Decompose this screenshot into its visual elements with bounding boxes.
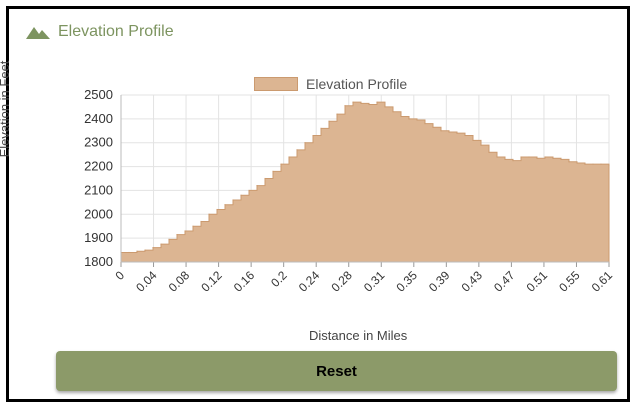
data-point	[168, 238, 170, 240]
panel-title: Elevation Profile	[58, 23, 174, 40]
data-point	[368, 103, 370, 106]
legend-swatch	[254, 77, 298, 91]
data-point	[568, 161, 570, 163]
data-point	[376, 101, 378, 103]
elevation-profile-panel: Elevation Profile Elevation Profile Elev…	[0, 6, 630, 402]
data-point	[560, 158, 562, 161]
data-point	[280, 163, 282, 165]
data-point	[456, 132, 458, 134]
data-point	[432, 126, 434, 128]
data-point	[480, 144, 482, 146]
data-point	[592, 163, 594, 165]
y-tick-label: 1900	[84, 230, 113, 245]
data-point	[152, 247, 154, 249]
data-point	[552, 157, 554, 159]
data-point	[312, 134, 314, 137]
data-point	[200, 220, 202, 223]
y-tick-label: 2400	[84, 111, 113, 126]
elevation-chart[interactable]: 1800 1900 2000 2100 2200 2300 2400 2500 0 0.04 0.0…	[9, 9, 629, 339]
data-point	[400, 115, 402, 118]
y-tick-label: 2500	[84, 87, 113, 102]
data-point	[384, 106, 386, 108]
x-tick-label: 0.28	[328, 268, 355, 295]
data-point	[448, 131, 450, 133]
data-point	[488, 151, 490, 153]
x-tick-label: 0.12	[198, 268, 225, 295]
x-tick-label: 0.31	[361, 268, 388, 295]
data-point	[528, 156, 530, 158]
data-point	[256, 185, 258, 187]
data-point	[360, 102, 362, 104]
panel-header: Elevation Profile	[26, 23, 174, 41]
x-tick-label: 0.04	[133, 268, 160, 295]
data-point	[272, 170, 274, 172]
x-tick-label: 0.55	[556, 268, 583, 295]
x-tick-label: 0.16	[231, 268, 258, 295]
x-tick-label: 0	[112, 268, 127, 283]
data-point	[608, 164, 610, 166]
mountain-icon	[26, 27, 50, 39]
data-point	[144, 249, 146, 251]
data-point	[416, 119, 418, 121]
x-tick-label: 0.51	[524, 268, 551, 295]
elevation-area	[120, 101, 610, 263]
data-point	[176, 233, 178, 236]
data-point	[208, 213, 210, 215]
x-tick-label: 0.43	[459, 268, 486, 295]
data-point	[328, 120, 330, 122]
data-point	[600, 163, 602, 165]
data-point	[536, 157, 538, 159]
data-point	[128, 251, 130, 254]
data-point	[424, 123, 426, 125]
data-point	[304, 142, 306, 144]
data-point	[216, 208, 218, 211]
data-point	[320, 127, 322, 129]
y-tick-label: 2200	[84, 159, 113, 174]
chart-legend[interactable]: Elevation Profile	[254, 76, 407, 92]
data-point	[296, 149, 298, 151]
data-point	[232, 199, 234, 201]
data-point	[160, 243, 162, 245]
data-point	[344, 105, 346, 107]
data-point	[136, 250, 138, 252]
data-point	[504, 158, 506, 161]
x-axis-label: Distance in Miles	[309, 328, 408, 343]
data-point	[192, 225, 194, 227]
x-tick-label: 0.2	[268, 268, 290, 290]
data-point	[408, 118, 410, 120]
data-point	[520, 156, 522, 158]
data-point	[352, 101, 354, 103]
y-tick-label: 1800	[84, 254, 113, 269]
data-point	[240, 194, 242, 196]
data-point	[184, 230, 186, 232]
y-tick-label: 2300	[84, 135, 113, 150]
data-point	[544, 156, 546, 158]
x-tick-label: 0.08	[166, 268, 193, 295]
reset-button[interactable]: Reset	[56, 351, 617, 391]
data-point	[248, 189, 250, 192]
legend-label: Elevation Profile	[306, 76, 408, 92]
data-point	[336, 113, 338, 115]
data-point	[464, 134, 466, 137]
x-tick-label: 0.35	[394, 268, 421, 295]
data-point	[512, 160, 514, 162]
data-point	[440, 130, 442, 132]
x-tick-label: 0.61	[589, 268, 616, 295]
x-tick-label: 0.24	[296, 268, 323, 295]
data-point	[576, 162, 578, 164]
data-point	[472, 139, 474, 141]
data-point	[496, 156, 498, 158]
data-point	[392, 111, 394, 113]
x-tick-label: 0.39	[426, 268, 453, 295]
x-tick-label: 0.47	[491, 268, 518, 295]
data-point	[584, 163, 586, 165]
data-point	[224, 204, 226, 206]
y-tick-label: 2100	[84, 182, 113, 197]
data-point	[288, 156, 290, 158]
data-point	[264, 177, 266, 180]
y-tick-label: 2000	[84, 206, 113, 221]
